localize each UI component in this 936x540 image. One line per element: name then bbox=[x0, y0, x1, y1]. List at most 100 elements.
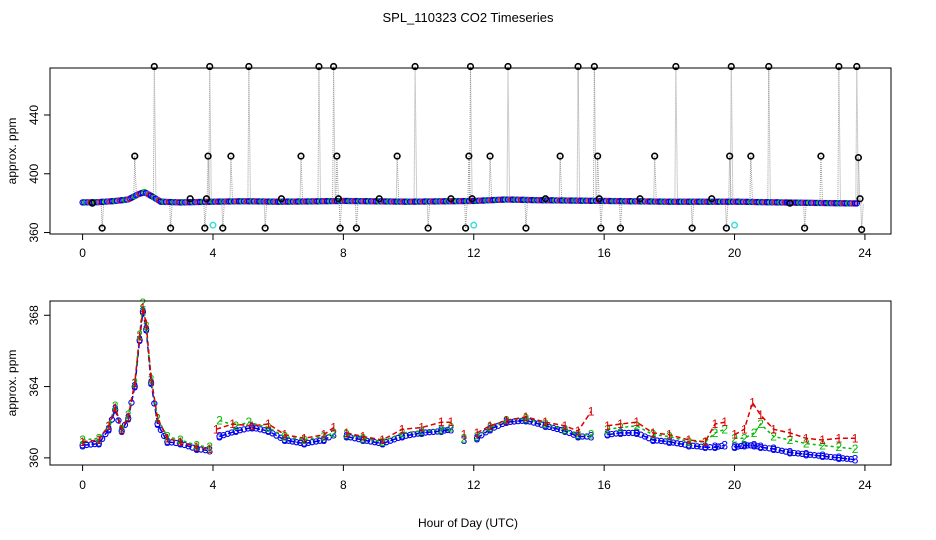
spike-point bbox=[465, 152, 473, 160]
series-1-label: 1 bbox=[852, 431, 859, 445]
series-3-point bbox=[216, 433, 223, 440]
spike-line bbox=[749, 156, 752, 202]
series-3-point bbox=[744, 442, 751, 449]
series-2-label: 2 bbox=[330, 426, 337, 440]
spike-line bbox=[133, 156, 136, 197]
series-3-point bbox=[770, 445, 777, 453]
series-3-point bbox=[604, 431, 611, 438]
series-2-label: 2 bbox=[575, 428, 582, 442]
spike-point bbox=[333, 152, 341, 160]
series-3-point bbox=[823, 453, 830, 460]
series-3-label: 3 bbox=[819, 449, 826, 463]
spike-point bbox=[726, 152, 734, 160]
series-3-point bbox=[371, 439, 378, 446]
series-3-label: 3 bbox=[542, 419, 549, 433]
series-3-point bbox=[347, 434, 354, 441]
spike-line bbox=[592, 66, 595, 201]
spike-line bbox=[336, 156, 339, 202]
series-2-label: 2 bbox=[140, 296, 147, 310]
series-2-label: 2 bbox=[232, 419, 239, 433]
series-3-point bbox=[629, 429, 636, 437]
series-3-label: 3 bbox=[249, 421, 256, 435]
series-2-label: 2 bbox=[712, 426, 719, 440]
bottom-x-axis: 0 4 8 12 16 20 24 bbox=[79, 464, 872, 492]
spike-line bbox=[100, 201, 103, 229]
top-panel: 0 4 8 12 16 20 24 360 400 440 approx. ppm bbox=[5, 62, 892, 260]
spike-point bbox=[336, 224, 344, 232]
spike-line bbox=[691, 201, 695, 229]
spike-line bbox=[467, 156, 470, 202]
series-1-line bbox=[82, 307, 856, 450]
series-1-label: 1 bbox=[819, 433, 826, 447]
spike-point bbox=[352, 224, 361, 232]
series-1-label: 1 bbox=[633, 415, 640, 429]
series-3-label: 3 bbox=[575, 429, 582, 443]
spike-line bbox=[576, 66, 579, 201]
series-1-label: 1 bbox=[79, 435, 86, 449]
spike-line bbox=[470, 66, 473, 201]
series-1-label: 1 bbox=[140, 301, 147, 315]
series-3-point bbox=[281, 436, 288, 444]
spike-point bbox=[201, 224, 209, 232]
series-3-point bbox=[359, 436, 367, 444]
series-3-point bbox=[835, 454, 842, 462]
series-3-point bbox=[193, 445, 200, 453]
series-1-label: 1 bbox=[562, 419, 569, 433]
series-3-label: 3 bbox=[438, 424, 445, 438]
series-3-point bbox=[257, 426, 264, 433]
series-3-point bbox=[747, 442, 754, 449]
spike-line bbox=[221, 201, 224, 229]
spike-line bbox=[675, 66, 678, 202]
spike-line bbox=[396, 156, 400, 202]
series-3-point bbox=[662, 438, 669, 445]
series-3-label: 3 bbox=[588, 429, 595, 443]
spike-point bbox=[817, 152, 825, 160]
series-3-point bbox=[689, 442, 697, 449]
series-3-point bbox=[181, 441, 188, 449]
series-1-label: 1 bbox=[702, 435, 709, 449]
top-y-tick-label: 440 bbox=[27, 105, 41, 125]
top-y-tick-label: 400 bbox=[27, 163, 41, 183]
series-3-point bbox=[320, 436, 327, 444]
series-1-label: 1 bbox=[575, 424, 582, 438]
bottom-y-tick-label: 364 bbox=[27, 376, 41, 396]
bottom-x-tick-label: 4 bbox=[210, 478, 217, 492]
spike-point bbox=[853, 62, 861, 71]
series-3-point bbox=[807, 451, 814, 458]
spike-line bbox=[489, 156, 493, 201]
spike-point bbox=[462, 224, 470, 232]
series-3-point bbox=[681, 441, 689, 448]
series-3-label: 3 bbox=[852, 453, 859, 467]
series-2-label: 2 bbox=[216, 413, 223, 427]
series-1-label: 1 bbox=[148, 371, 155, 385]
series-3-point bbox=[351, 435, 358, 442]
series-3-label: 3 bbox=[206, 444, 213, 458]
spike-line bbox=[209, 66, 212, 202]
series-3-label: 3 bbox=[320, 433, 327, 447]
series-3-point bbox=[232, 427, 239, 435]
series-3-point bbox=[434, 428, 441, 435]
series-3-label: 3 bbox=[379, 437, 386, 451]
series-2-label: 2 bbox=[721, 422, 728, 436]
spike-line bbox=[525, 199, 529, 229]
series-3-point bbox=[557, 426, 565, 434]
series-3-point bbox=[422, 429, 429, 436]
bottom-y-axis-label: approx. ppm bbox=[5, 350, 19, 417]
bottom-y-tick-label: 360 bbox=[27, 448, 41, 468]
series-2-label: 2 bbox=[360, 431, 367, 445]
series-3-label: 3 bbox=[105, 422, 112, 436]
spike-point bbox=[375, 195, 383, 203]
series-3-label: 3 bbox=[666, 435, 673, 449]
spike-point bbox=[245, 62, 253, 71]
spike-line bbox=[837, 66, 840, 204]
series-1-label: 1 bbox=[757, 408, 764, 422]
series-1-label: 1 bbox=[617, 417, 624, 431]
spike-point bbox=[616, 224, 625, 232]
top-x-tick-label: 0 bbox=[79, 246, 86, 260]
spike-line bbox=[230, 156, 234, 202]
series-1-label: 1 bbox=[770, 422, 777, 436]
series-2-label: 2 bbox=[852, 442, 859, 456]
series-1-label: 1 bbox=[281, 428, 288, 442]
series-3-point bbox=[293, 439, 300, 446]
